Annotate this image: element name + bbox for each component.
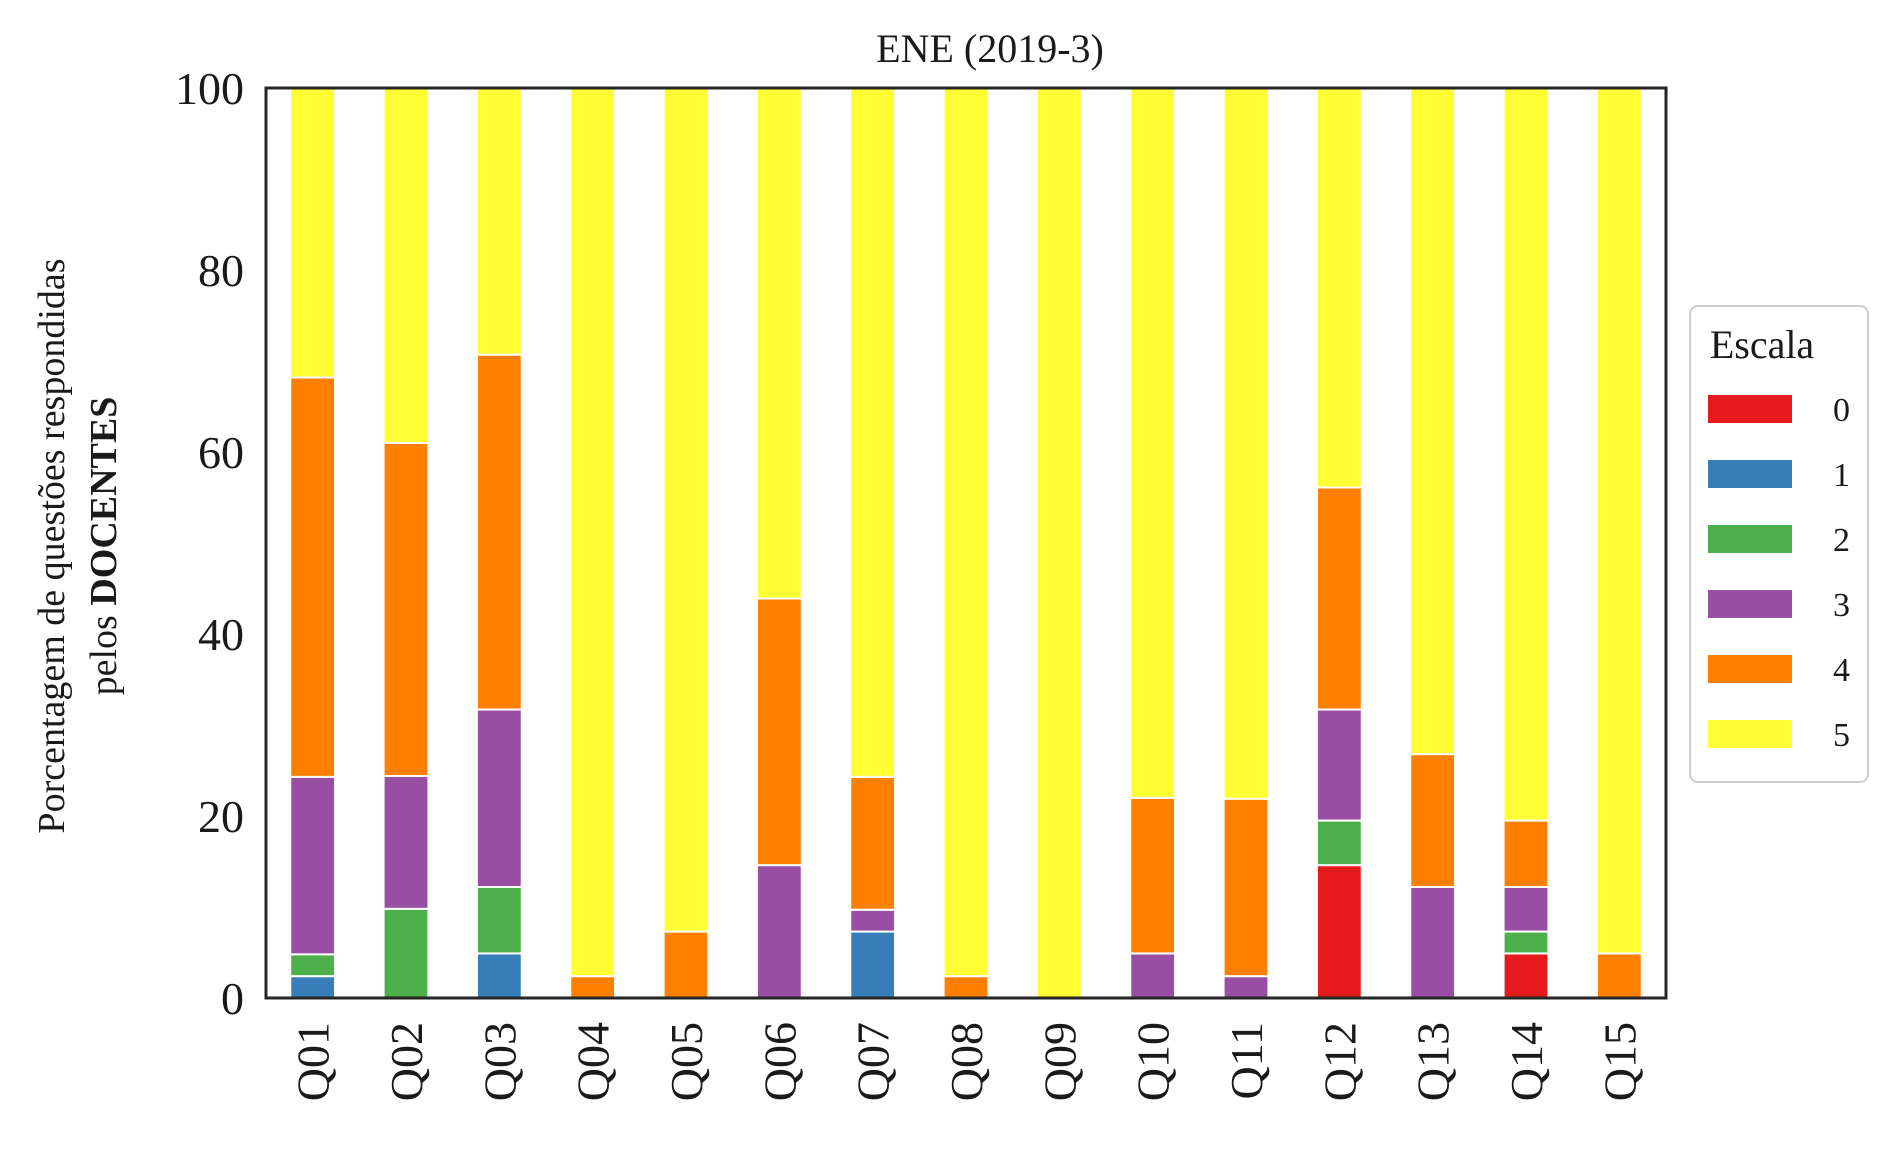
y-axis-label-prefix: pelos (83, 606, 125, 696)
y-tick-label: 0 (221, 973, 244, 1024)
x-tick-label: Q04 (568, 1022, 619, 1101)
x-tick-label: Q12 (1314, 1022, 1365, 1101)
legend-swatch-2 (1708, 525, 1792, 553)
bar-q12-scale-5 (1315, 87, 1363, 489)
y-axis-label: Porcentagem de questões respondidas pelo… (31, 258, 125, 833)
plot-frame (264, 86, 1668, 1000)
bar-q10-scale-5 (1129, 87, 1177, 799)
y-axis-label-line1: Porcentagem de questões respondidas (31, 258, 73, 833)
legend-label-3: 3 (1833, 587, 1850, 624)
bar-q12-scale-2 (1315, 819, 1363, 867)
bar-q14-scale-4 (1502, 819, 1550, 888)
chart-title: ENE (2019-3) (876, 26, 1104, 71)
bar-q01-scale-3 (289, 775, 337, 956)
bar-q14-scale-0 (1502, 952, 1550, 999)
legend-items: 0 1 2 3 4 5 (1708, 392, 1850, 754)
x-tick-label: Q07 (848, 1022, 899, 1101)
bar-q13-scale-3 (1409, 885, 1457, 999)
bar-q03-scale-1 (475, 952, 523, 999)
legend-label-2: 2 (1833, 522, 1850, 559)
y-tick-label: 40 (198, 609, 244, 660)
bar-q10-scale-4 (1129, 796, 1177, 955)
bar-q06-scale-4 (755, 597, 803, 867)
bar-q12-scale-4 (1315, 486, 1363, 711)
x-tick-label: Q09 (1034, 1022, 1085, 1101)
bar-q01-scale-4 (289, 376, 337, 778)
bar-q13-scale-4 (1409, 753, 1457, 888)
bar-q02-scale-2 (382, 907, 430, 1000)
bar-q14-scale-5 (1502, 87, 1550, 822)
bar-q12-scale-0 (1315, 864, 1363, 1000)
y-tick-label: 100 (175, 63, 244, 114)
x-ticks-group: Q01 Q02 Q03 Q04 Q05 Q06 Q07 Q08 Q09 Q10 Q11 Q12 Q13 Q… (288, 1022, 1646, 1101)
bar-q04-scale-4 (569, 975, 617, 999)
legend-label-0: 0 (1833, 392, 1850, 429)
legend-label-5: 5 (1833, 717, 1850, 754)
x-tick-label: Q06 (754, 1022, 805, 1101)
bar-q13-scale-5 (1409, 87, 1457, 756)
bar-q07-scale-1 (849, 930, 897, 1000)
x-tick-label: Q05 (661, 1022, 712, 1101)
bar-q07-scale-4 (849, 775, 897, 911)
legend-swatch-1 (1708, 460, 1792, 488)
bar-q05-scale-4 (662, 930, 710, 1000)
bar-q11-scale-3 (1222, 975, 1270, 999)
bar-q06-scale-3 (755, 864, 803, 1000)
bar-q01-scale-5 (289, 87, 337, 379)
legend-swatch-0 (1708, 395, 1792, 423)
bar-q15-scale-4 (1595, 952, 1643, 999)
y-axis-label-line2: pelos DOCENTES (83, 397, 125, 696)
x-tick-label: Q14 (1501, 1022, 1552, 1101)
bar-q03-scale-2 (475, 885, 523, 955)
y-tick-label: 20 (198, 791, 244, 842)
bar-q10-scale-3 (1129, 952, 1177, 999)
y-axis-label-bold: DOCENTES (83, 397, 125, 606)
x-tick-label: Q01 (288, 1022, 339, 1101)
bar-q08-scale-5 (942, 87, 990, 978)
bars-group (289, 87, 1643, 1000)
bar-q11-scale-4 (1222, 797, 1270, 978)
x-tick-label: Q03 (474, 1022, 525, 1101)
bar-q02-scale-4 (382, 441, 430, 777)
x-tick-label: Q11 (1221, 1022, 1272, 1100)
x-tick-label: Q02 (381, 1022, 432, 1101)
bar-q05-scale-5 (662, 87, 710, 933)
bar-q03-scale-5 (475, 87, 523, 356)
bar-q12-scale-3 (1315, 708, 1363, 822)
bar-q11-scale-5 (1222, 87, 1270, 800)
bar-q02-scale-3 (382, 774, 430, 910)
bar-q15-scale-5 (1595, 87, 1643, 955)
bar-q04-scale-5 (569, 87, 617, 978)
bar-q06-scale-5 (755, 87, 803, 600)
legend-label-4: 4 (1833, 652, 1850, 689)
bar-q08-scale-4 (942, 975, 990, 999)
legend-title: Escala (1710, 322, 1815, 367)
bar-q01-scale-2 (289, 953, 337, 978)
bar-q03-scale-3 (475, 708, 523, 888)
x-tick-label: Q10 (1128, 1022, 1179, 1101)
legend-swatch-5 (1708, 720, 1792, 748)
y-tick-label: 80 (198, 245, 244, 296)
y-tick-label: 60 (198, 427, 244, 478)
legend: Escala 0 1 2 3 4 5 (1689, 305, 1869, 783)
bar-q09-scale-5 (1035, 87, 1083, 999)
y-ticks-group: 0 20 40 60 80 100 (175, 63, 244, 1024)
bar-q07-scale-3 (849, 908, 897, 933)
bar-q14-scale-2 (1502, 930, 1550, 955)
bar-q14-scale-3 (1502, 885, 1550, 933)
bar-q02-scale-5 (382, 87, 430, 444)
x-tick-label: Q15 (1594, 1022, 1645, 1101)
bar-q03-scale-4 (475, 353, 523, 711)
legend-swatch-4 (1708, 655, 1792, 683)
bar-q01-scale-1 (289, 975, 337, 999)
x-tick-label: Q08 (941, 1022, 992, 1101)
bar-q07-scale-5 (849, 87, 897, 778)
legend-label-1: 1 (1833, 457, 1850, 494)
legend-swatch-3 (1708, 590, 1792, 618)
x-tick-label: Q13 (1408, 1022, 1459, 1101)
